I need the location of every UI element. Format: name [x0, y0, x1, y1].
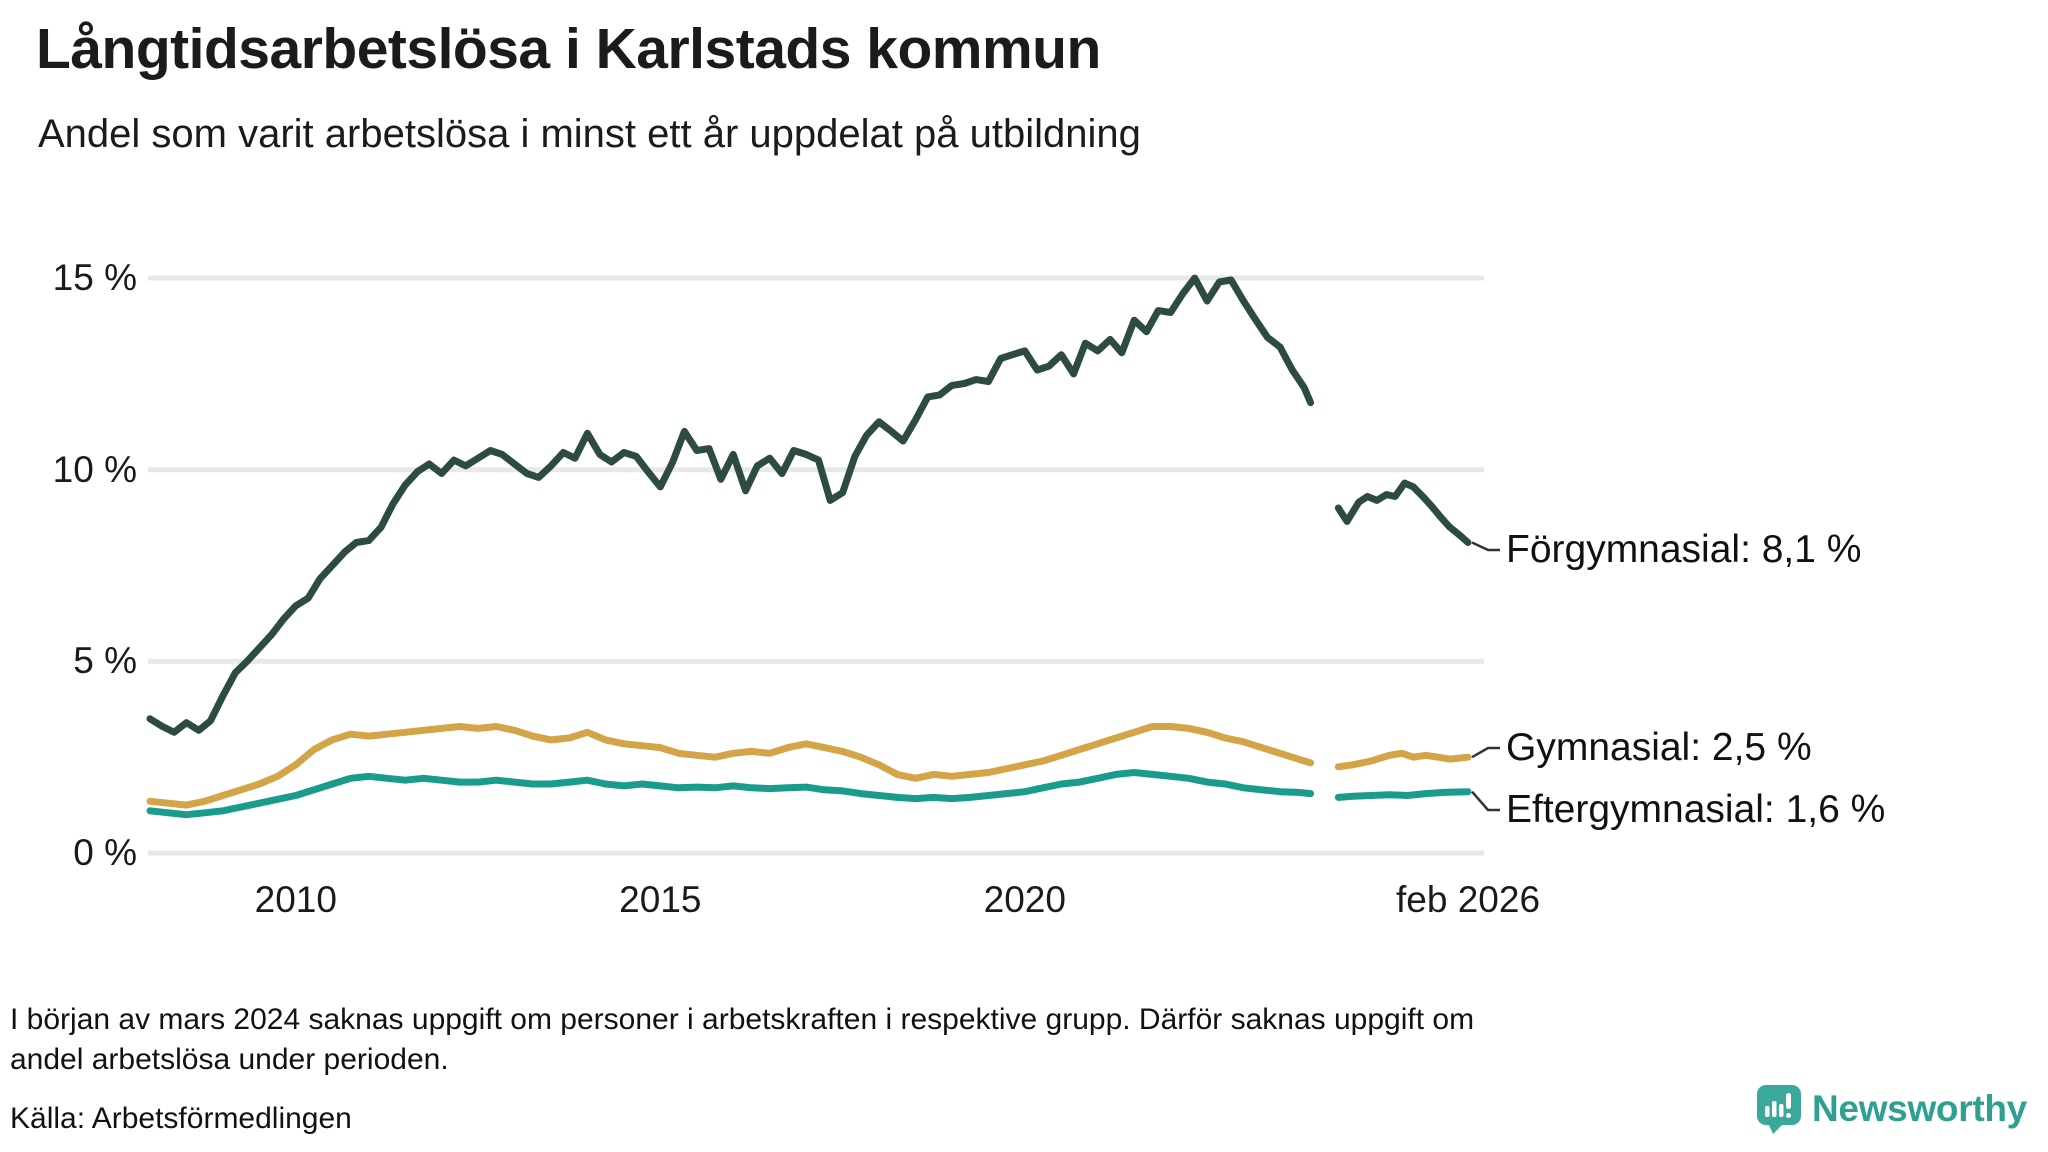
chart-footnote: I början av mars 2024 saknas uppgift om …	[10, 1000, 1990, 1080]
label-connector-förgymnasial	[1471, 541, 1500, 552]
series-line-förgymnasial	[146, 274, 1315, 736]
y-tick-label-10: 10 %	[52, 448, 137, 490]
series-label-gymnasial: Gymnasial: 2,5 %	[1506, 726, 1812, 769]
series-line-eftergymnasial	[146, 769, 1315, 819]
footnote-line-1: I början av mars 2024 saknas uppgift om …	[10, 1003, 1475, 1036]
series-line-förgymnasial	[1334, 479, 1472, 546]
series-line-eftergymnasial	[1334, 788, 1472, 801]
y-tick-label-5: 5 %	[73, 640, 137, 682]
chart-title: Långtidsarbetslösa i Karlstads kommun	[36, 17, 1101, 81]
series-line-gymnasial	[1334, 749, 1472, 771]
label-connector-eftergymnasial	[1471, 790, 1500, 812]
y-tick-label-0: 0 %	[73, 832, 137, 873]
x-tick-label-feb-2026: feb 2026	[1396, 879, 1541, 920]
x-tick-label-2015: 2015	[619, 879, 702, 920]
x-tick-label-2010: 2010	[254, 879, 337, 920]
newsworthy-speech-bubble-bar-chart-icon	[1757, 1085, 1801, 1134]
series-label-eftergymnasial: Eftergymnasial: 1,6 %	[1506, 788, 1886, 831]
x-tick-label-2020: 2020	[983, 879, 1066, 920]
y-tick-label-15: 15 %	[52, 257, 137, 299]
source-attribution: Källa: Arbetsförmedlingen	[10, 1102, 352, 1135]
series-line-gymnasial	[146, 723, 1315, 809]
footnote-line-2: andel arbetslösa under perioden.	[10, 1043, 449, 1076]
label-connector-gymnasial	[1471, 746, 1500, 759]
newsworthy-logo: Newsworthy	[1756, 1083, 2042, 1135]
newsworthy-logo-text: Newsworthy	[1812, 1088, 2027, 1129]
series-label-förgymnasial: Förgymnasial: 8,1 %	[1506, 528, 1862, 571]
chart-subtitle: Andel som varit arbetslösa i minst ett å…	[38, 112, 1141, 156]
